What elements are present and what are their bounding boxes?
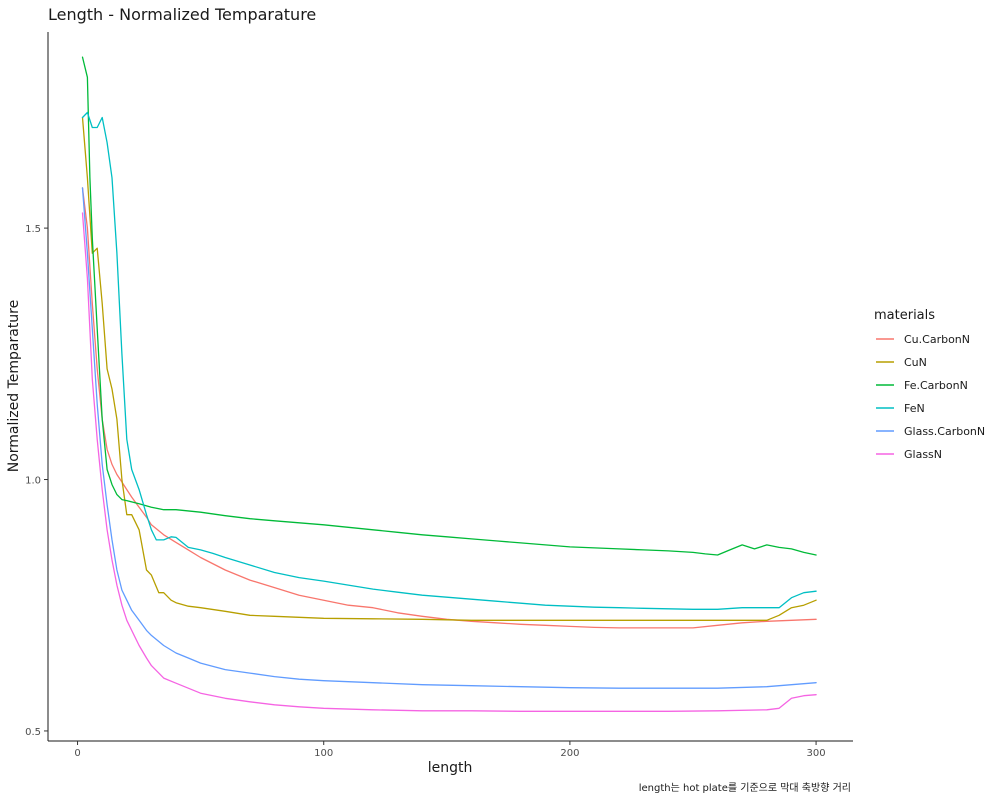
series-line-cu-carbonn — [81, 187, 817, 629]
series-line-fen — [81, 111, 817, 610]
legend-label-glassn: GlassN — [904, 448, 942, 461]
chart-caption: length는 hot plate를 기준으로 막대 축방향 거리 — [639, 782, 851, 794]
legend-label-fe-carbonn: Fe.CarbonN — [904, 379, 968, 392]
x-axis-title: length — [428, 760, 473, 776]
y-ticks: 0.5 1.0 1.5 — [25, 224, 48, 738]
series-line-fe-carbonn — [81, 56, 817, 556]
legend: materials Cu.CarbonN CuN Fe.CarbonN FeN Glas… — [874, 308, 985, 461]
x-tick-label: 100 — [314, 748, 333, 759]
legend-label-cun: CuN — [904, 356, 927, 369]
x-ticks: 0 100 200 300 — [74, 741, 826, 759]
y-tick-label: 0.5 — [25, 727, 41, 738]
legend-label-cu-carbonn: Cu.CarbonN — [904, 333, 970, 346]
axes — [47, 32, 853, 742]
plot-series — [81, 56, 817, 712]
x-tick-label: 200 — [560, 748, 579, 759]
y-axis-title: Normalized Temparature — [6, 300, 22, 473]
series-line-glassn — [81, 212, 817, 712]
chart-title: Length - Normalized Temparature — [48, 5, 316, 24]
x-tick-label: 300 — [807, 748, 826, 759]
y-tick-label: 1.0 — [25, 476, 41, 487]
x-tick-label: 0 — [74, 748, 80, 759]
legend-label-glass-carbonn: Glass.CarbonN — [904, 425, 985, 438]
y-tick-label: 1.5 — [25, 224, 41, 235]
series-line-cun — [81, 116, 817, 621]
legend-label-fen: FeN — [904, 402, 925, 415]
legend-title: materials — [874, 308, 935, 323]
series-line-glass-carbonn — [81, 187, 817, 689]
legend-items: Cu.CarbonN CuN Fe.CarbonN FeN Glass.CarbonN G… — [876, 333, 985, 461]
